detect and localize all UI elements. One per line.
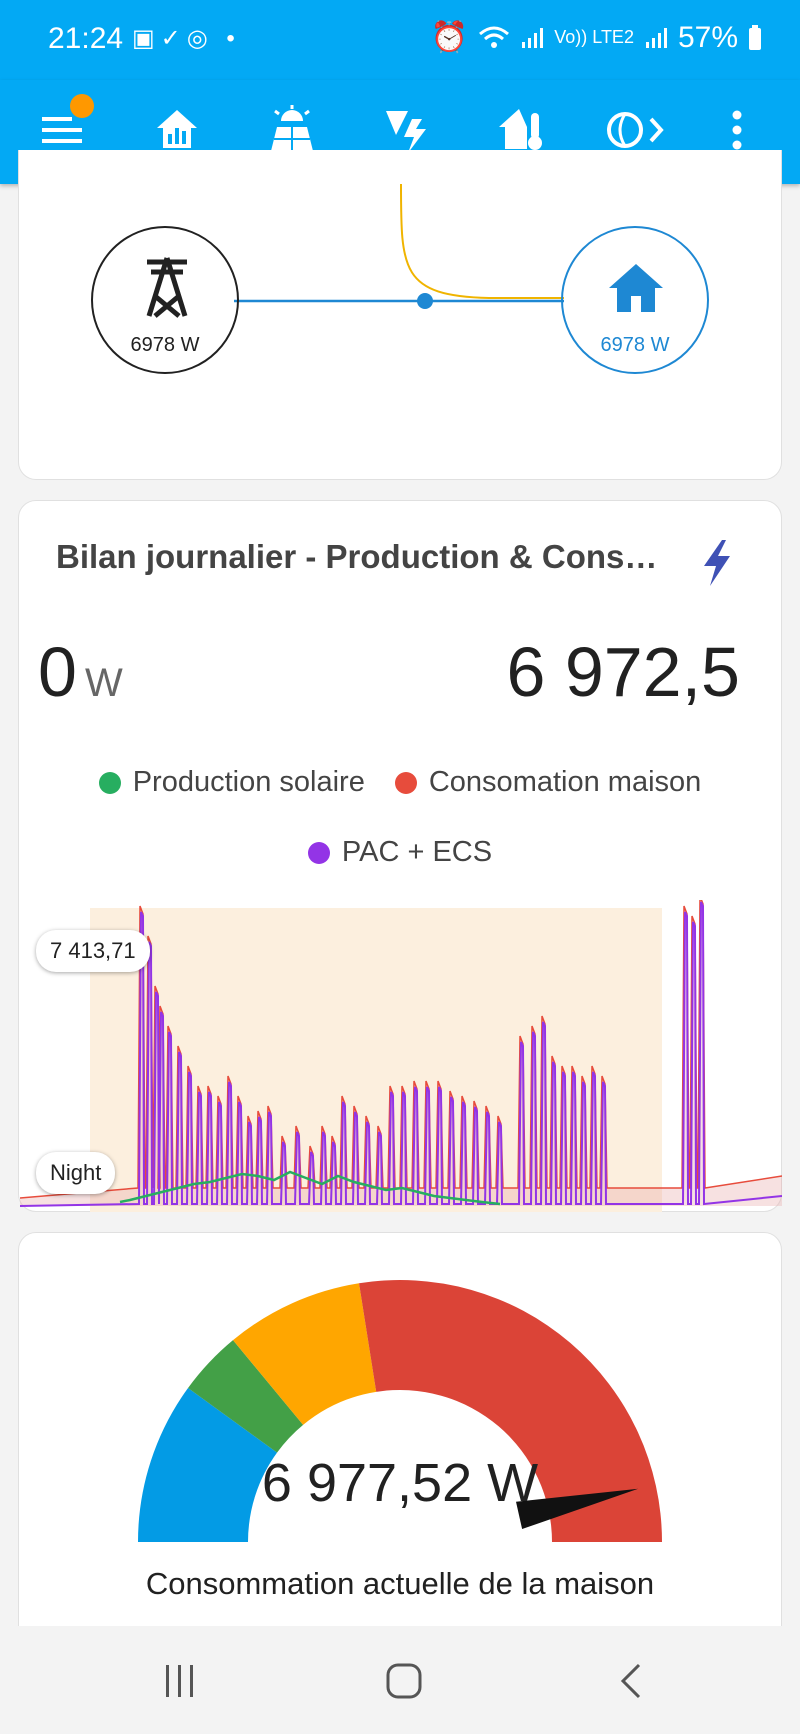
signal-icon-2 (645, 27, 667, 48)
overflow-menu-button[interactable] (705, 98, 769, 162)
gauge-label: Consommation actuelle de la maison (145, 1566, 655, 1601)
home-button[interactable] (374, 1656, 434, 1706)
pac-ecs-line (20, 901, 782, 1207)
legend-dot-purple (307, 841, 330, 864)
transmission-tower-icon (146, 257, 188, 318)
alarm-icon: ⏰ (430, 21, 469, 54)
menu-button[interactable] (30, 98, 94, 162)
legend-item-solar[interactable]: Production solaire (98, 766, 365, 799)
energy-flow-card: 6978 W 6978 W (18, 150, 782, 480)
status-dot: • (226, 25, 241, 52)
status-time: 21:24 (48, 22, 124, 55)
home-analytics-icon (157, 110, 197, 148)
legend-dot-red (394, 771, 417, 794)
weather-lightning-icon (386, 111, 426, 153)
flow-dot (417, 293, 433, 309)
notification-badge (70, 94, 94, 118)
max-tooltip: 7 413,71 (36, 930, 150, 972)
legend-item-pac[interactable]: PAC + ECS (307, 836, 493, 869)
legend-label: Consomation maison (428, 766, 702, 798)
gauge-needle (516, 1488, 639, 1530)
solar-unit: W (84, 661, 123, 705)
home-thermometer-icon (499, 109, 542, 150)
gauge-segment-green (188, 1340, 304, 1453)
grid-node[interactable]: 6978 W (91, 226, 239, 374)
recents-button[interactable] (150, 1656, 210, 1706)
status-right: ⏰ Vo)) LTE2 57% (431, 20, 762, 55)
home-node[interactable]: 6978 W (561, 226, 709, 374)
home-icon (609, 264, 663, 312)
solar-value: 0 (38, 633, 77, 711)
battery-percent: 57% (677, 20, 738, 54)
gauge-segment-orange (232, 1283, 377, 1425)
night-tooltip: Night (36, 1152, 116, 1194)
system-nav-bar (0, 1626, 800, 1734)
gauge-value: 6 977,52 W (261, 1453, 539, 1513)
wifi-icon (479, 26, 510, 48)
status-bar: 21:24 ▣✓◎ • ⏰ Vo)) LTE2 57% (0, 0, 800, 80)
tab-solar[interactable] (260, 98, 324, 162)
gauge-segment-red (359, 1280, 662, 1542)
grid-power-value: 6978 W (130, 334, 200, 356)
tab-more-pages[interactable] (605, 98, 669, 162)
consumption-gauge[interactable] (100, 1270, 700, 1570)
battery-icon (749, 24, 761, 50)
home-circle-icon (386, 1663, 422, 1699)
notification-icons: ▣✓◎ • (132, 25, 241, 52)
lte-indicator: Vo)) LTE2 (554, 27, 634, 47)
solar-panel-icon (271, 105, 313, 151)
tab-home[interactable] (145, 98, 209, 162)
legend-label: Production solaire (132, 766, 365, 798)
card-title: Bilan journalier - Production & Cons… (56, 538, 658, 575)
back-button[interactable] (600, 1656, 660, 1706)
daily-power-chart[interactable] (20, 900, 782, 1212)
legend-item-consumption[interactable]: Consomation maison (394, 766, 702, 799)
solar-flow-line (400, 183, 564, 299)
solar-line (119, 1170, 501, 1206)
signal-icon (522, 27, 544, 48)
house-consumption-current: 6 972,5 (506, 633, 740, 711)
back-icon (620, 1663, 641, 1699)
tab-home-temperature[interactable] (490, 98, 554, 162)
tab-weather-energy[interactable] (375, 98, 439, 162)
home-power-value: 6978 W (600, 334, 670, 356)
legend-label: PAC + ECS (341, 836, 493, 868)
gauge-segment-blue (138, 1388, 278, 1542)
menu-icon (42, 117, 82, 143)
flash-icon (704, 540, 730, 586)
recents-icon (166, 1665, 193, 1697)
more-vert-icon (732, 110, 742, 150)
legend-row-2: PAC + ECS (0, 836, 800, 869)
legend-row-1: Production solaire Consomation maison (0, 766, 800, 799)
earth-chevron-icon (607, 112, 664, 148)
legend-dot-green (98, 771, 121, 794)
energy-flow-diagram (234, 183, 564, 309)
